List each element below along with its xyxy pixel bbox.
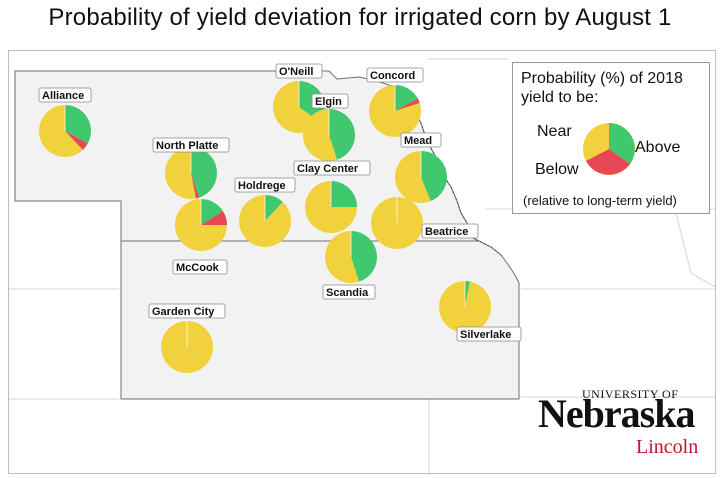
legend-note: (relative to long-term yield) bbox=[523, 193, 677, 208]
logo-university-text: UNIVERSITY OF bbox=[582, 387, 679, 401]
pie-slice-below-mccook bbox=[201, 211, 227, 225]
site-clay-center[interactable]: Clay Center bbox=[293, 160, 371, 233]
label-box-garden-city bbox=[148, 303, 226, 319]
pie-slice-above-elgin bbox=[329, 109, 356, 160]
pie-slice-near-alliance bbox=[38, 105, 83, 157]
site-label-beatrice: Beatrice bbox=[425, 226, 468, 238]
site-label-alliance: Alliance bbox=[42, 90, 84, 102]
pie-slice-above-clay-center bbox=[331, 181, 357, 207]
site-label-mead: Mead bbox=[404, 135, 432, 147]
site-beatrice[interactable]: Beatrice bbox=[371, 197, 479, 249]
pie-clay-center bbox=[305, 181, 357, 233]
site-label-elgin: Elgin bbox=[315, 96, 342, 108]
pie-slice-below-alliance bbox=[65, 131, 88, 150]
label-box-oneill bbox=[275, 63, 323, 79]
pie-slice-above-silverlake bbox=[465, 281, 470, 307]
site-label-oneill: O'Neill bbox=[279, 66, 313, 78]
legend-above-label: Above bbox=[635, 139, 681, 156]
label-box-mead bbox=[400, 132, 442, 148]
site-concord[interactable]: Concord bbox=[366, 67, 424, 137]
label-box-holdrege bbox=[234, 177, 296, 193]
legend-below-label: Below bbox=[535, 161, 579, 178]
label-box-beatrice bbox=[421, 223, 479, 239]
label-box-clay-center bbox=[293, 160, 371, 176]
pie-slice-above-north-platte bbox=[191, 147, 218, 198]
pie-slice-above-holdrege bbox=[265, 195, 283, 221]
university-logo: UNIVERSITY OF Nebraska Lincoln bbox=[538, 384, 708, 464]
pie-garden-city bbox=[161, 321, 213, 373]
pie-holdrege bbox=[238, 195, 291, 247]
pie-slice-above-concord bbox=[395, 85, 418, 111]
logo-name-text: Nebraska bbox=[538, 391, 695, 436]
label-box-elgin bbox=[311, 93, 349, 109]
legend-slice-above bbox=[609, 123, 635, 164]
pie-slice-above-mead bbox=[421, 151, 447, 202]
site-label-mccook: McCook bbox=[176, 262, 220, 274]
label-box-north-platte bbox=[152, 137, 230, 153]
pie-elgin bbox=[303, 109, 356, 161]
pie-slice-below-north-platte bbox=[191, 173, 200, 199]
pie-slice-below-concord bbox=[395, 98, 420, 111]
site-silverlake[interactable]: Silverlake bbox=[439, 281, 522, 342]
label-box-alliance bbox=[38, 87, 92, 103]
pie-mccook bbox=[175, 199, 227, 251]
label-box-concord bbox=[366, 67, 424, 83]
map-canvas: Alliance O'Neill Elgin Concord North Pla… bbox=[9, 58, 715, 473]
neighbor-borders bbox=[9, 58, 715, 473]
site-label-scandia: Scandia bbox=[326, 287, 369, 299]
site-label-silverlake: Silverlake bbox=[460, 329, 511, 341]
logo-campus-text: Lincoln bbox=[636, 436, 699, 458]
site-alliance[interactable]: Alliance bbox=[38, 87, 92, 157]
pie-alliance bbox=[38, 105, 91, 157]
site-holdrege[interactable]: Holdrege bbox=[234, 177, 296, 247]
pie-north-platte bbox=[165, 147, 218, 199]
map-title: Probability of yield deviation for irrig… bbox=[48, 4, 672, 31]
pie-slice-near-elgin bbox=[303, 109, 338, 161]
pie-slice-above-mccook bbox=[201, 199, 223, 225]
legend-near-label: Near bbox=[537, 123, 572, 140]
pie-beatrice bbox=[371, 197, 423, 249]
site-label-north-platte: North Platte bbox=[156, 140, 218, 152]
site-elgin[interactable]: Elgin bbox=[303, 93, 356, 161]
site-label-concord: Concord bbox=[370, 70, 415, 82]
pie-mead bbox=[394, 151, 447, 203]
site-label-clay-center: Clay Center bbox=[297, 163, 359, 175]
site-north-platte[interactable]: North Platte bbox=[152, 137, 230, 199]
label-box-mccook bbox=[172, 259, 228, 275]
legend-slice-below bbox=[586, 149, 630, 175]
site-label-garden-city: Garden City bbox=[152, 306, 215, 318]
pie-slice-above-alliance bbox=[65, 105, 91, 144]
legend-pie bbox=[583, 123, 635, 175]
label-box-silverlake bbox=[456, 326, 522, 342]
pie-slice-above-scandia bbox=[351, 231, 378, 282]
label-box-scandia bbox=[322, 284, 376, 300]
site-garden-city[interactable]: Garden City bbox=[148, 303, 226, 373]
pie-concord bbox=[369, 85, 422, 137]
site-mead[interactable]: Mead bbox=[394, 132, 447, 203]
legend-title: Probability (%) of 2018 yield to be: bbox=[521, 70, 683, 106]
pie-slice-near-north-platte bbox=[165, 147, 196, 199]
pie-slice-near-mead bbox=[394, 151, 431, 203]
legend: Probability (%) of 2018 yield to be: Nea… bbox=[512, 62, 710, 214]
site-label-holdrege: Holdrege bbox=[238, 180, 286, 192]
pie-silverlake bbox=[439, 281, 492, 334]
site-mccook[interactable]: McCook bbox=[172, 199, 228, 275]
pie-scandia bbox=[325, 231, 378, 283]
pie-slice-near-scandia bbox=[325, 231, 360, 283]
site-scandia[interactable]: Scandia bbox=[322, 231, 378, 300]
